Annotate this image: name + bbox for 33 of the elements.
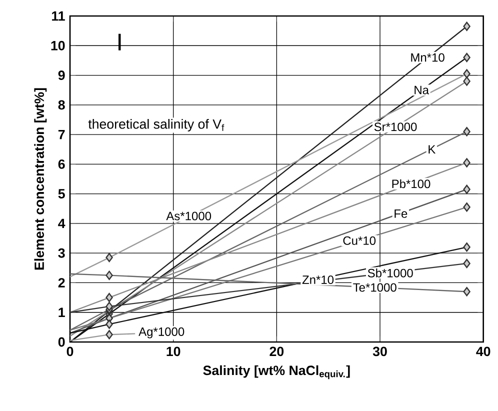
x-tick-label: 20 bbox=[270, 346, 284, 356]
x-tick-label: 30 bbox=[372, 346, 387, 356]
annotation: Ag*1000 bbox=[138, 327, 184, 338]
y-tick-label: 0 bbox=[58, 337, 65, 347]
annotation: Mn*10 bbox=[411, 53, 444, 62]
x-tick-label: 10 bbox=[166, 346, 180, 356]
y-tick-label: 3 bbox=[58, 248, 65, 258]
x-tick-label: 40 bbox=[476, 346, 490, 356]
y-axis-title: Element concentration [wt%] bbox=[34, 88, 47, 270]
annotation: Fe bbox=[394, 209, 408, 218]
y-tick-label: 5 bbox=[58, 189, 65, 198]
y-tick-label: 7 bbox=[58, 130, 65, 140]
y-tick-label: 10 bbox=[51, 40, 65, 50]
annotation: Zn*10 bbox=[302, 276, 334, 284]
y-tick-label: 6 bbox=[58, 159, 65, 169]
y-tick-label: 4 bbox=[58, 218, 66, 228]
y-tick-label: 8 bbox=[58, 100, 65, 110]
x-axis-title: Salinity [wt% NaCl$_{equiv.}$] bbox=[203, 365, 350, 380]
annotation: Na bbox=[414, 86, 429, 94]
annotation: Sb*1000 bbox=[368, 268, 413, 278]
annotation: Te*1000 bbox=[353, 283, 396, 292]
annotation: Pb*100 bbox=[392, 179, 430, 188]
y-tick-label: 1 bbox=[58, 308, 65, 317]
annotation: K bbox=[428, 145, 436, 154]
annotation: I bbox=[118, 34, 121, 50]
annotation: As*1000 bbox=[166, 212, 212, 220]
y-tick-label: 2 bbox=[58, 278, 65, 288]
x-tick-label: 0 bbox=[66, 346, 74, 356]
annotation: theoretical salinity of V$_{f}$ bbox=[88, 119, 224, 132]
y-tick-label: 11 bbox=[52, 11, 65, 21]
annotation: Sr*1000 bbox=[374, 122, 417, 132]
y-tick-label: 9 bbox=[58, 70, 65, 80]
annotation: Cu*10 bbox=[343, 236, 376, 245]
